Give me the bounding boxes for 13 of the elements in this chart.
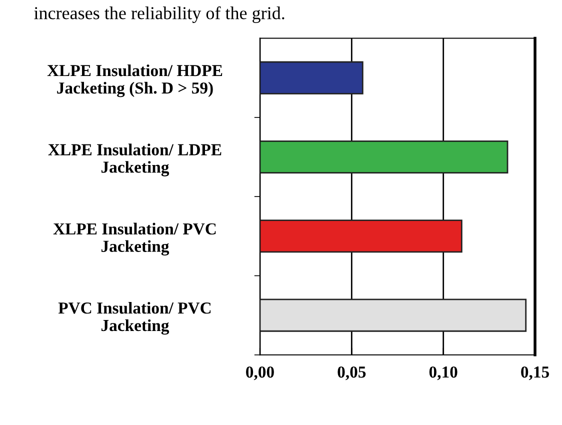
bar [260, 140, 508, 174]
bar [260, 298, 527, 332]
x-tick-label: 0,00 [246, 366, 274, 380]
y-tick-label: XLPE Insulation/ HDPE Jacketing (Sh. D > 59) [47, 64, 222, 98]
text: increases the reliability of the grid. [34, 6, 284, 23]
x-tick-label: 0,05 [338, 366, 366, 380]
y-tick-label: XLPE Insulation/ PVC Jacketing [53, 222, 216, 256]
x-tick-label: 0,15 [521, 366, 549, 380]
bar [260, 220, 462, 253]
y-tick-label: XLPE Insulation/ LDPE Jacketing [48, 144, 222, 176]
y-tick-label: PVC Insulation/ PVC Jacketing [58, 302, 211, 335]
bar [260, 61, 364, 94]
x-tick-label: 0,10 [429, 366, 458, 380]
